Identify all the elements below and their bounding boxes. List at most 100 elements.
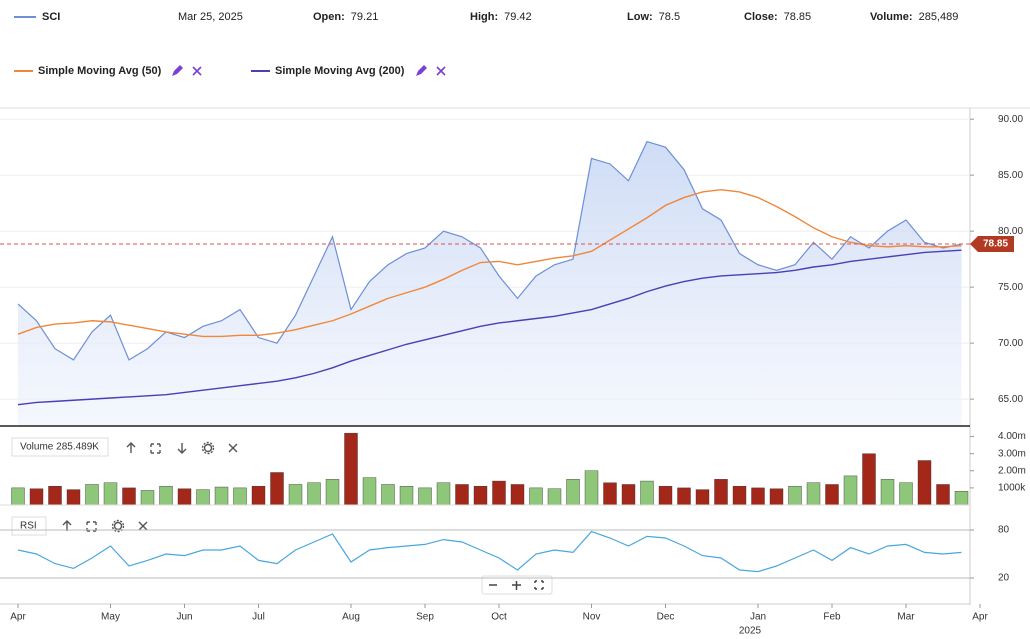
y-tick-label: 4.00m: [998, 431, 1026, 442]
volume-bar: [233, 487, 247, 506]
volume-bar: [48, 485, 62, 506]
volume-bar: [196, 489, 210, 506]
volume-title: Volume 285.489K: [20, 442, 99, 453]
volume-bar: [825, 484, 839, 506]
y-tick-label: 3.00m: [998, 448, 1026, 459]
field-label: Low:: [627, 11, 653, 23]
volume-bar: [529, 487, 543, 506]
volume-bar: [140, 490, 155, 506]
field-label: Close:: [744, 11, 778, 23]
volume-bar: [917, 460, 932, 506]
volume-bar: [159, 485, 173, 506]
x-tick-label: Dec: [657, 612, 675, 623]
volume-bar: [85, 484, 99, 506]
volume-bar: [492, 480, 506, 506]
x-tick-label: Mar: [897, 612, 915, 623]
volume-bar: [473, 485, 488, 506]
volume-bar: [899, 482, 913, 506]
field-label: Volume:: [870, 11, 913, 23]
remove-icon[interactable]: [436, 66, 446, 76]
volume-bar: [954, 491, 969, 506]
x-tick-label: Jan: [750, 612, 766, 623]
y-tick-label: 2.00m: [998, 465, 1026, 476]
x-tick-label: Aug: [342, 612, 360, 623]
field-label: High:: [470, 11, 498, 23]
volume-bar: [29, 488, 44, 506]
volume-bar: [288, 484, 303, 506]
x-tick-label: Apr: [10, 612, 26, 623]
price-line: [17, 189, 962, 338]
volume-bar: [880, 479, 895, 506]
volume-bar: [122, 487, 136, 506]
volume-bar: [362, 477, 377, 506]
date: Mar 25, 2025: [178, 11, 243, 23]
year-label: 2025: [739, 626, 762, 637]
zoom-buttons[interactable]: [489, 580, 544, 590]
volume-bar: [751, 487, 765, 506]
x-tick-label: Jun: [176, 612, 192, 623]
volume-bar: [640, 480, 654, 506]
volume-bar: [66, 489, 81, 506]
volume-bar: [436, 482, 451, 506]
volume-bar: [344, 432, 358, 506]
volume-bar: [603, 482, 617, 506]
volume-bar: [214, 486, 229, 506]
y-tick-label: 90.00: [998, 114, 1023, 125]
legend-label: Simple Moving Avg (200): [275, 65, 405, 77]
edit-icon[interactable]: [416, 65, 427, 76]
volume-bar: [806, 482, 821, 506]
x-tick-label: Feb: [823, 612, 841, 623]
x-tick-label: Nov: [583, 612, 601, 623]
close-tag: [970, 236, 1014, 253]
y-tick-label: 80.00: [998, 226, 1023, 237]
x-tick-label: Sep: [416, 612, 434, 623]
volume-bar: [843, 475, 858, 506]
volume-bar: [103, 482, 118, 506]
y-tick-label: 1000k: [998, 483, 1026, 494]
volume-label-box: [11, 437, 109, 457]
volume-bar: [510, 484, 525, 506]
volume-bar: [658, 485, 673, 506]
volume-bar: [769, 488, 784, 506]
volume-bar: [381, 484, 395, 506]
volume-bar: [936, 484, 950, 506]
field-value: 78.85: [784, 11, 812, 23]
volume-toolbar[interactable]: [126, 441, 238, 455]
rsi-line: [17, 530, 962, 573]
x-tick-label: Jul: [252, 612, 265, 623]
volume-bar: [418, 487, 432, 506]
volume-bar: [177, 488, 192, 506]
volume-bar: [566, 479, 580, 506]
field-value: 285,489: [919, 11, 959, 23]
y-tick-label: 20: [998, 573, 1010, 584]
remove-icon[interactable]: [192, 66, 202, 76]
y-tick-label: 70.00: [998, 338, 1023, 349]
edit-icon[interactable]: [172, 65, 183, 76]
volume-bar: [547, 488, 562, 506]
rsi-title: RSI: [20, 521, 37, 532]
volume-bar: [399, 485, 414, 506]
field-value: 78.5: [659, 11, 680, 23]
volume-bar: [455, 484, 469, 506]
x-tick-label: Oct: [491, 612, 507, 623]
rsi-toolbar[interactable]: [62, 519, 148, 533]
volume-bar: [788, 485, 802, 506]
volume-bar: [270, 472, 284, 506]
volume-bar: [325, 479, 340, 506]
price-line: [17, 249, 962, 406]
y-tick-label: 80: [998, 525, 1010, 536]
field-value: 79.21: [351, 11, 379, 23]
y-tick-label: 85.00: [998, 170, 1023, 181]
volume-bar: [584, 470, 599, 506]
volume-bar: [714, 479, 728, 506]
volume-bar: [11, 487, 25, 506]
volume-bar: [307, 482, 321, 506]
x-tick-label: Apr: [972, 612, 988, 623]
symbol: SCI: [42, 11, 60, 23]
price-area: [18, 141, 962, 426]
volume-bar: [862, 453, 876, 506]
volume-bar: [251, 485, 266, 506]
volume-bar: [732, 485, 747, 506]
y-tick-label: 75.00: [998, 282, 1023, 293]
